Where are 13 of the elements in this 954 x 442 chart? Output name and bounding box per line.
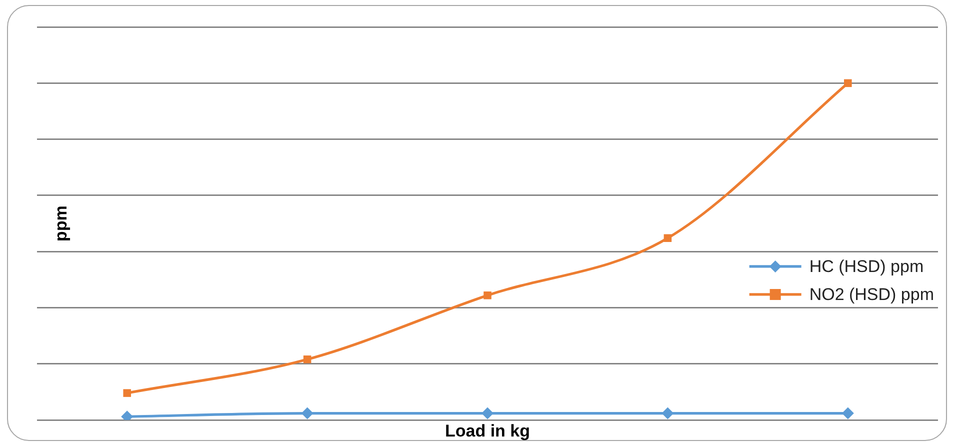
point bbox=[303, 355, 312, 364]
legend-label: HC (HSD) ppm bbox=[809, 257, 924, 276]
point bbox=[123, 389, 131, 397]
point bbox=[664, 234, 672, 242]
point bbox=[482, 407, 494, 420]
point bbox=[301, 407, 314, 420]
point bbox=[484, 291, 492, 300]
point bbox=[842, 407, 854, 420]
point bbox=[844, 79, 852, 88]
point bbox=[662, 407, 674, 420]
legend-label: NO2 (HSD) ppm bbox=[809, 285, 934, 304]
y-axis-title: ppm bbox=[52, 206, 71, 242]
x-axis-title: Load in kg bbox=[445, 422, 530, 441]
